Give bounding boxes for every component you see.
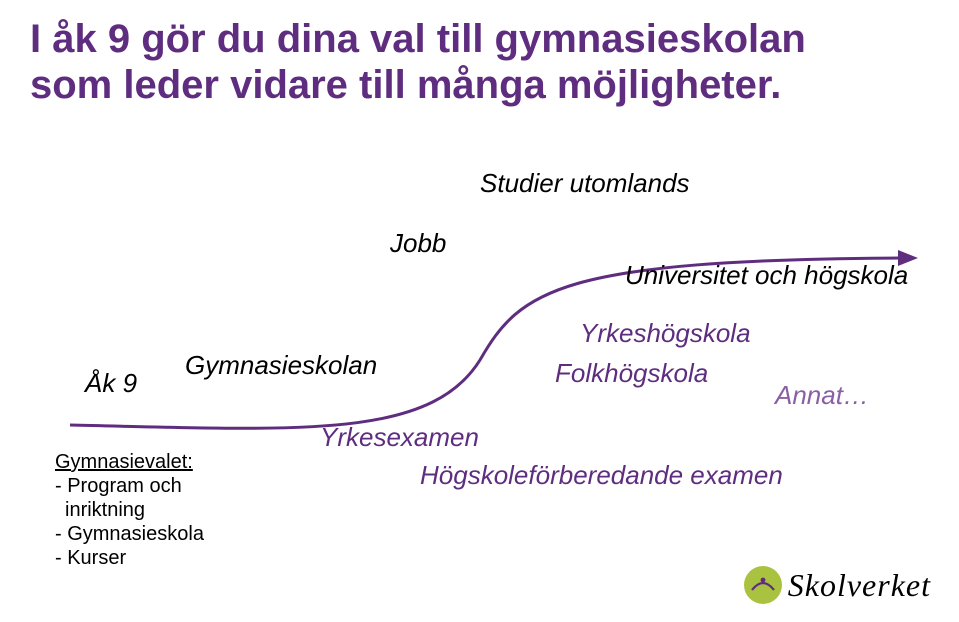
skolverket-logo-text: Skolverket xyxy=(788,567,931,604)
label-hogskoleforberedande: Högskoleförberedande examen xyxy=(420,460,783,491)
label-yrkesexamen: Yrkesexamen xyxy=(320,422,479,453)
gymnasievalet-item: inriktning xyxy=(55,498,204,522)
logo-circle-icon xyxy=(744,566,782,604)
label-yrkeshogskola: Yrkeshögskola xyxy=(580,318,751,349)
gymnasievalet-item: - Program och xyxy=(55,474,204,498)
label-ak9: Åk 9 xyxy=(85,368,137,399)
label-annat: Annat… xyxy=(775,380,869,411)
logo-dot-icon xyxy=(760,578,765,583)
label-folkhogskola: Folkhögskola xyxy=(555,358,708,389)
gymnasievalet-item: - Kurser xyxy=(55,546,204,570)
skolverket-logo: Skolverket xyxy=(744,566,931,604)
label-studier-utomlands: Studier utomlands xyxy=(480,168,690,199)
gymnasievalet-heading: Gymnasievalet: xyxy=(55,450,204,474)
label-gymnasieskolan: Gymnasieskolan xyxy=(185,350,377,381)
gymnasievalet-item: - Gymnasieskola xyxy=(55,522,204,546)
label-universitet: Universitet och högskola xyxy=(625,260,908,291)
gymnasievalet-list: Gymnasievalet: - Program och inriktning … xyxy=(55,450,204,570)
label-jobb: Jobb xyxy=(390,228,446,259)
skolverket-logo-mark-icon xyxy=(744,566,782,604)
